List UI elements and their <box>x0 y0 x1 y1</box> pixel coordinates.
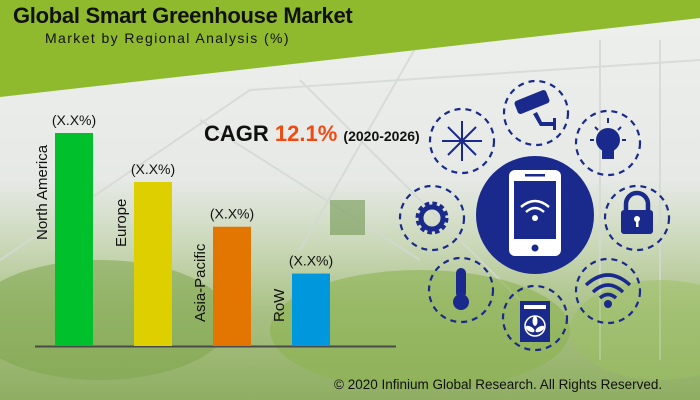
snowflake-icon <box>442 121 482 161</box>
cagr-label: CAGR <box>204 121 269 146</box>
category-label-asia-pacific: Asia-Pacific <box>192 243 209 322</box>
chart-subtitle: Market by Regional Analysis (%) <box>45 30 290 46</box>
cagr-callout: CAGR 12.1% (2020-2026) <box>204 121 420 147</box>
bar-chart: (X.X%)North America (X.X%)Europe (X.X%)Asi… <box>34 112 396 348</box>
chart-title: Global Smart Greenhouse Market <box>13 3 353 28</box>
category-label-north-america: North America <box>34 144 51 240</box>
bar-europe <box>134 181 172 346</box>
data-label-asia-pacific: (X.X%) <box>210 206 254 222</box>
wifi-icon <box>584 273 632 308</box>
smartphone-wifi-icon <box>476 156 594 274</box>
category-label-row: RoW <box>271 288 288 322</box>
gear-icon <box>415 201 449 235</box>
bar-row <box>292 273 330 346</box>
data-label-europe: (X.X%) <box>131 161 175 177</box>
category-label-europe: Europe <box>113 199 130 247</box>
cagr-value: 12.1% <box>274 121 338 146</box>
data-label-north-america: (X.X%) <box>52 112 96 128</box>
copyright-footer: © 2020 Infinium Global Research. All Rig… <box>334 377 663 392</box>
data-label-row: (X.X%) <box>289 253 333 269</box>
bar-asia-pacific <box>213 226 251 346</box>
title-banner <box>0 0 700 97</box>
fan-icon <box>520 301 550 342</box>
thermometer-icon <box>453 268 469 310</box>
cagr-period: (2020-2026) <box>343 128 420 144</box>
lock-icon <box>621 190 653 234</box>
security-camera-icon <box>514 90 556 130</box>
bar-north-america <box>55 133 93 346</box>
light-bulb-icon <box>590 118 626 159</box>
